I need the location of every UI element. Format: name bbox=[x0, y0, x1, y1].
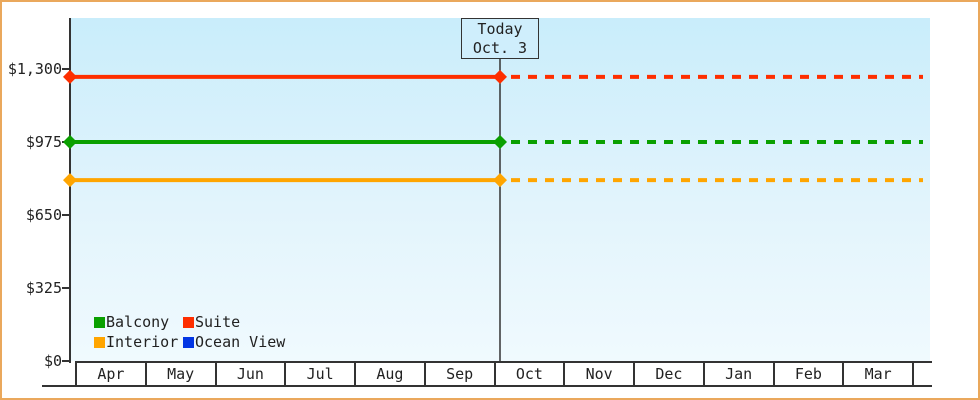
legend-label: Suite bbox=[195, 313, 241, 331]
legend-swatch-icon bbox=[94, 336, 105, 348]
price-marker-start-suite bbox=[63, 69, 77, 84]
month-cell-jun: Jun bbox=[214, 363, 285, 385]
month-cell-nov: Nov bbox=[563, 363, 633, 385]
month-cell-aug: Aug bbox=[354, 363, 424, 385]
legend-label: Balcony bbox=[106, 313, 170, 331]
month-cell-dec: Dec bbox=[633, 363, 703, 385]
today-label: Today bbox=[477, 19, 523, 38]
x-axis-extension-line bbox=[42, 385, 76, 387]
month-cell-sep: Sep bbox=[423, 363, 494, 385]
legend-item-ocean-view: Ocean View bbox=[183, 332, 285, 352]
x-axis-month-row: Apr May Jun Jul Aug Sep Oct Nov Dec Jan Feb Mar bbox=[75, 361, 932, 387]
y-axis-tick-mark bbox=[62, 213, 70, 216]
month-cell-empty bbox=[912, 363, 932, 385]
y-axis-tick-mark bbox=[62, 286, 70, 289]
chart-lines-svg bbox=[63, 59, 923, 361]
price-marker-start-interior bbox=[63, 173, 77, 188]
price-marker-start-balcony bbox=[63, 134, 77, 149]
price-marker-today-interior bbox=[493, 173, 507, 188]
price-marker-today-balcony bbox=[493, 134, 507, 149]
price-marker-today-suite bbox=[493, 69, 507, 84]
legend-swatch-icon bbox=[183, 336, 194, 348]
legend-item-suite: Suite bbox=[183, 312, 285, 332]
y-axis-line bbox=[69, 18, 71, 363]
month-cell-jul: Jul bbox=[284, 363, 354, 385]
month-cell-oct: Oct bbox=[493, 363, 564, 385]
legend-swatch-icon bbox=[183, 316, 194, 328]
legend-item-balcony: Balcony bbox=[94, 312, 183, 332]
y-axis-label: $975 bbox=[25, 132, 62, 151]
month-cell-apr: Apr bbox=[75, 363, 145, 385]
month-cell-may: May bbox=[144, 363, 215, 385]
y-axis-label: $325 bbox=[25, 278, 62, 297]
month-cell-jan: Jan bbox=[702, 363, 773, 385]
legend: Balcony Suite Interior Ocean View bbox=[94, 312, 285, 352]
legend-label: Interior bbox=[106, 333, 179, 351]
y-axis-tick-mark bbox=[62, 67, 70, 70]
legend-swatch-icon bbox=[94, 316, 105, 328]
month-cell-feb: Feb bbox=[772, 363, 843, 385]
today-annotation-box: Today Oct. 3 bbox=[461, 18, 539, 59]
month-cell-mar: Mar bbox=[842, 363, 912, 385]
y-axis-label: $650 bbox=[25, 205, 62, 224]
y-axis-label: $1,300 bbox=[7, 59, 62, 78]
legend-label: Ocean View bbox=[195, 333, 286, 351]
today-date: Oct. 3 bbox=[472, 38, 528, 57]
legend-item-interior: Interior bbox=[94, 332, 183, 352]
y-axis-tick-mark bbox=[62, 360, 70, 362]
y-axis-label: $0 bbox=[43, 352, 62, 370]
